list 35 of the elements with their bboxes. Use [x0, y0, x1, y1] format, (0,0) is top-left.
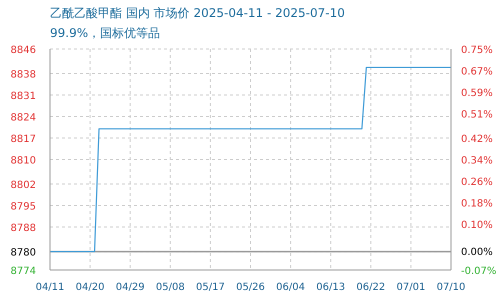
x-tick-label: 07/01 [396, 282, 426, 293]
y-tick-label: 8774 [10, 266, 36, 277]
y-tick-label: 8810 [10, 156, 36, 166]
y-tick-label: 8780 [10, 248, 36, 259]
x-tick-label: 04/29 [116, 282, 145, 293]
y2-tick-label: 0.18% [461, 198, 493, 210]
chart-subtitle: 99.9%，国标优等品 [50, 25, 160, 42]
x-tick-label: 06/22 [356, 282, 386, 293]
y-tick-label: 8817 [10, 134, 36, 146]
y2-tick-label: 0.42% [461, 134, 493, 145]
x-tick-label: 05/08 [156, 282, 185, 293]
y-tick-label: 8795 [10, 202, 36, 213]
y2-tick-label: 0.26% [461, 177, 493, 188]
y-tick-label: 8831 [10, 91, 36, 102]
y-tick-label: 8838 [10, 70, 36, 81]
y2-tick-label: 0.00% [461, 247, 493, 258]
x-tick-label: 04/20 [76, 282, 105, 293]
y2-tick-label: 0.59% [461, 88, 493, 100]
y2-tick-label: 0.10% [461, 220, 493, 232]
y2-tick-label: 0.67% [461, 66, 493, 78]
y2-tick-label: 0.51% [461, 110, 493, 121]
y2-tick-label: 0.34% [461, 156, 493, 166]
y-tick-label: 8824 [10, 112, 36, 124]
y2-tick-label: 0.75% [461, 45, 493, 56]
x-tick-label: 06/04 [276, 282, 306, 293]
y-tick-label: 8802 [10, 180, 36, 192]
chart-title: 乙酰乙酸甲酯 国内 市场价 2025-04-11 - 2025-07-10 [50, 5, 345, 22]
x-tick-label: 07/10 [436, 282, 466, 293]
y2-tick-label: -0.07% [461, 266, 496, 277]
x-tick-label: 06/13 [316, 282, 346, 293]
x-tick-label: 04/11 [36, 282, 64, 293]
x-tick-label: 05/26 [236, 282, 265, 293]
y-tick-label: 8788 [10, 223, 36, 234]
y-tick-label: 8846 [10, 45, 36, 56]
x-tick-label: 05/17 [196, 282, 225, 293]
